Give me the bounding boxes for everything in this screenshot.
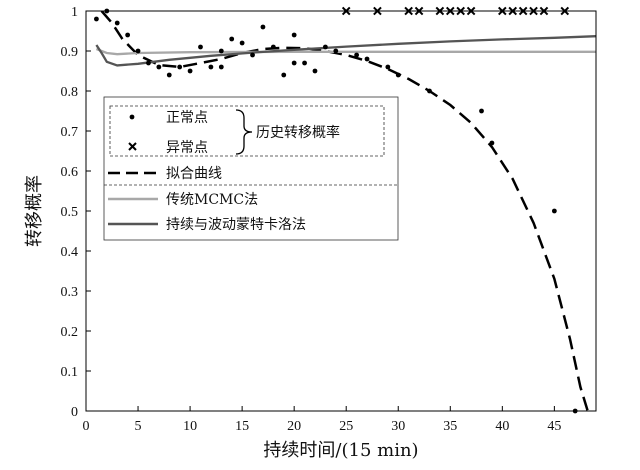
ticks-layer: 0 5 10 15 20 25 30 35 40 45 0 0.1 0.2 0.3 0.4 0.5 0.6 0.7… [61, 5, 562, 434]
normal-point-3 [125, 32, 131, 38]
normal-point-25 [333, 48, 339, 54]
x-tick-label-6: 30 [391, 419, 405, 434]
normal-point-29 [395, 72, 401, 78]
normal-point-13 [218, 64, 224, 70]
x-tick-label-7: 35 [443, 419, 457, 434]
normal-point-26 [354, 52, 360, 58]
x-tick-label-2: 10 [183, 419, 197, 434]
x-tick-label-8: 40 [495, 419, 509, 434]
normal-point-6 [156, 64, 162, 70]
normal-point-32 [489, 140, 495, 146]
y-tick-label-0: 0 [71, 405, 78, 420]
series-line-拟合曲线 [100, 11, 589, 411]
normal-point-17 [260, 24, 266, 30]
legend-abnormal-marker [128, 142, 137, 151]
legend-pwmc-label: 持续与波动蒙特卡洛法 [166, 216, 306, 233]
x-axis-title: 持续时间/(15 min) [263, 440, 418, 461]
legend-abnormal-label: 异常点 [166, 140, 208, 156]
y-tick-label-1: 0.1 [61, 365, 79, 380]
legend-normal-marker [129, 114, 135, 120]
normal-point-19 [281, 72, 287, 78]
y-tick-label-5: 0.5 [61, 205, 79, 220]
normal-point-2 [114, 20, 120, 26]
y-tick-label-3: 0.3 [61, 285, 79, 300]
normal-point-15 [239, 40, 245, 46]
x-tick-label-3: 15 [235, 419, 249, 434]
legend-normal-label: 正常点 [166, 110, 208, 126]
x-tick-label-4: 20 [287, 419, 301, 434]
series-line-传统MCMC法 [95, 47, 596, 56]
normal-point-30 [427, 88, 432, 94]
normal-point-21 [291, 60, 297, 66]
y-tick-label-10: 1 [71, 5, 78, 20]
legend-history-group-frame [109, 105, 385, 157]
normal-point-27 [364, 56, 370, 62]
normal-point-14 [229, 36, 235, 42]
legend: 正常点 异常点 历史转移概率 拟合曲线 传统MCMC法 持续与波动蒙特卡洛法 [103, 96, 399, 241]
normal-point-33 [551, 208, 557, 214]
normal-point-5 [146, 60, 151, 66]
normal-point-24 [322, 44, 328, 50]
normal-point-16 [250, 52, 255, 58]
normal-point-4 [135, 48, 141, 54]
normal-point-31 [479, 108, 484, 114]
normal-point-18 [270, 44, 276, 50]
x-tick-label-1: 5 [135, 419, 142, 434]
y-tick-label-8: 0.8 [61, 85, 79, 100]
normal-point-7 [166, 72, 172, 78]
normal-point-22 [302, 60, 307, 66]
normal-point-10 [198, 44, 203, 50]
x-tick-label-9: 45 [547, 419, 561, 434]
y-tick-label-6: 0.6 [61, 165, 79, 180]
legend-fit-label: 拟合曲线 [166, 166, 222, 182]
x-tick-label-5: 25 [339, 419, 353, 434]
series-line-持续与波动蒙特卡洛法 [95, 35, 596, 67]
y-tick-label-2: 0.2 [61, 325, 79, 340]
legend-mcmc-label: 传统MCMC法 [166, 192, 258, 208]
normal-point-12 [218, 48, 224, 54]
y-axis-title: 转移概率 [24, 175, 45, 247]
y-tick-label-4: 0.4 [61, 245, 79, 260]
legend-brace [235, 109, 253, 155]
x-tick-label-0: 0 [83, 419, 90, 434]
normal-point-0 [94, 16, 99, 22]
normal-point-8 [177, 64, 183, 70]
normal-point-20 [291, 32, 297, 38]
y-tick-label-7: 0.7 [61, 125, 79, 140]
normal-point-11 [208, 64, 214, 70]
normal-point-9 [187, 68, 193, 74]
normal-point-28 [385, 64, 391, 70]
legend-brace-label: 历史转移概率 [256, 124, 340, 141]
normal-point-23 [312, 68, 318, 74]
y-tick-label-9: 0.9 [61, 45, 79, 60]
legend-frame [103, 96, 399, 241]
